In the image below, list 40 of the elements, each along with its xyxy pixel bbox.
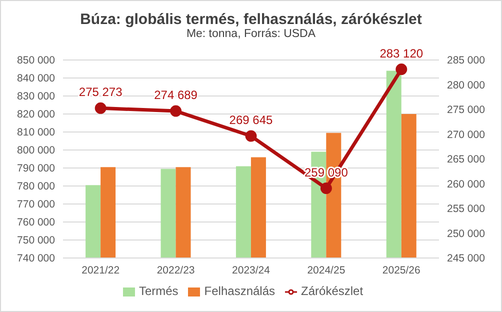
y2-tick-label: 275 000 [447, 104, 486, 116]
legend-label: Zárókészlet [301, 284, 364, 298]
y-tick-label: 850 000 [17, 54, 56, 67]
x-tick-label: 2021/22 [82, 264, 120, 276]
y2-tick-label: 250 000 [447, 228, 486, 240]
y2-tick-label: 255 000 [447, 203, 486, 216]
point [320, 182, 332, 194]
y-tick-label: 790 000 [17, 162, 56, 175]
y2-tick-label: 270 000 [447, 128, 486, 141]
point [94, 102, 106, 114]
y-tick-label: 830 000 [17, 90, 56, 103]
y-tick-label: 750 000 [17, 234, 56, 247]
y-tick-label: 770 000 [17, 198, 56, 211]
y-tick-label: 820 000 [17, 108, 56, 121]
data-label: 283 120 [380, 46, 424, 60]
x-tick-label: 2025/26 [382, 264, 421, 276]
x-tick-label: 2023/24 [232, 264, 270, 276]
y2-tick-label: 280 000 [447, 79, 486, 92]
y-tick-label: 800 000 [17, 144, 56, 157]
chart-subtitle: Me: tonna, Forrás: USDA [185, 28, 317, 40]
y-tick-label: 760 000 [17, 216, 56, 229]
y-tick-label: 810 000 [17, 126, 56, 139]
y2-tick-label: 285 000 [447, 54, 486, 67]
y-tick-label: 840 000 [17, 72, 56, 85]
y-tick-label: 740 000 [17, 252, 56, 265]
legend-label: Felhasználás [204, 284, 276, 298]
x-tick-label: 2024/25 [307, 264, 346, 276]
y2-tick-label: 265 000 [447, 154, 486, 166]
data-label: 274 689 [154, 88, 198, 102]
point [170, 105, 182, 117]
y-tick-label: 780 000 [17, 180, 56, 193]
point [245, 130, 257, 142]
x-tick-label: 2022/23 [156, 264, 195, 276]
y2-tick-label: 245 000 [447, 252, 486, 265]
legend-label: Termés [138, 284, 178, 298]
data-label: 275 273 [78, 85, 123, 100]
data-label: 269 645 [229, 113, 274, 128]
chart-title: Búza: globális termés, felhasználás, zárókészlet [79, 11, 423, 28]
y2-tick-label: 260 000 [447, 178, 486, 190]
point [396, 64, 408, 76]
